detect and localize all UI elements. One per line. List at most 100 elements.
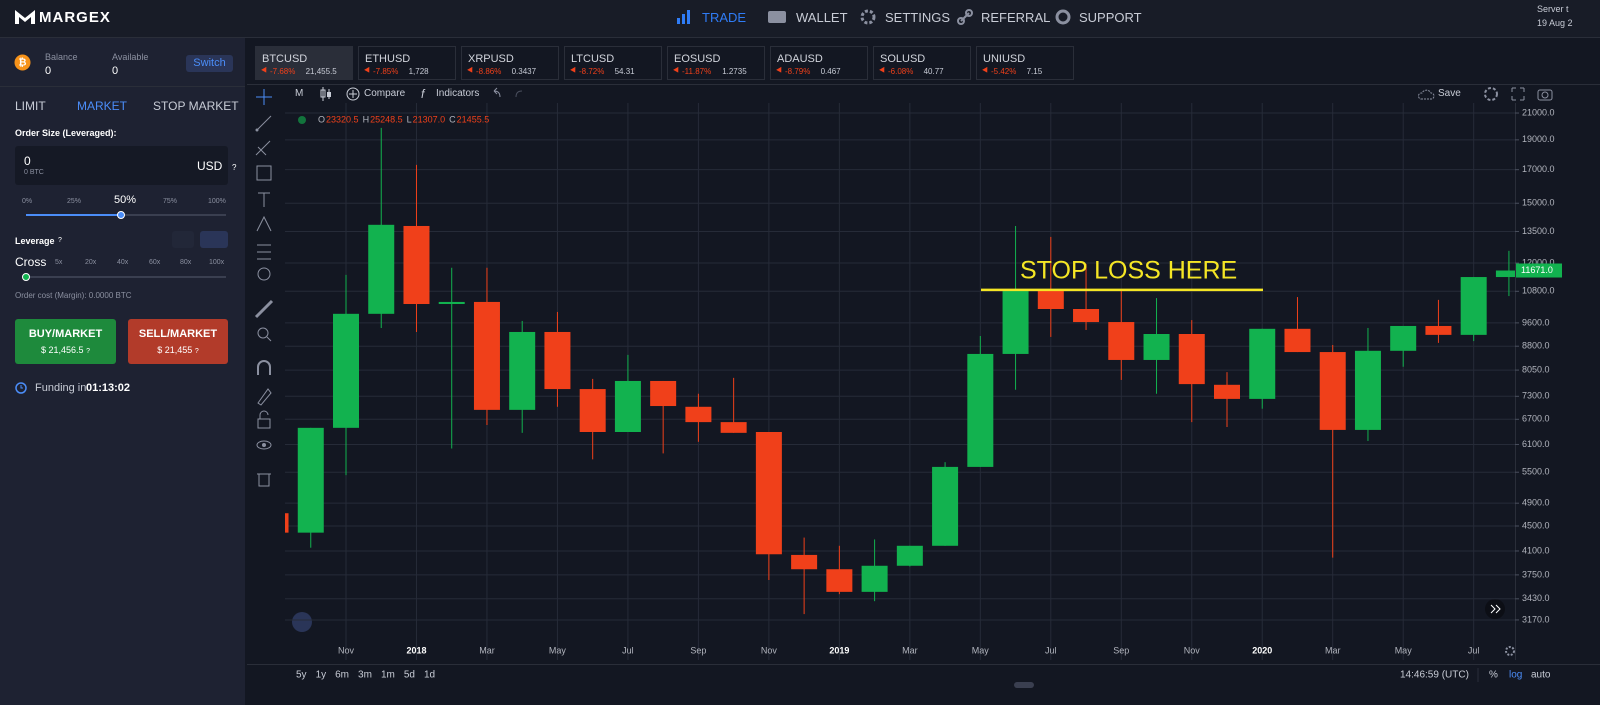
slider-mode-button[interactable]: [200, 231, 228, 248]
leverage-slider-track[interactable]: [26, 276, 226, 278]
ticker-price: 40.77: [923, 67, 944, 76]
leverage-mark[interactable]: Cross: [15, 255, 47, 269]
x-tick-label: Mar: [479, 645, 495, 655]
leverage-mark[interactable]: 60x: [149, 259, 161, 266]
leverage-mark[interactable]: 5x: [55, 259, 63, 266]
candle-body: [544, 331, 571, 390]
size-slider-fill: [26, 214, 121, 216]
y-tick-label: 10800.0: [1522, 286, 1555, 296]
range-button[interactable]: 5d: [404, 670, 415, 681]
tab-market[interactable]: MARKET: [77, 99, 128, 113]
order-size-btc: 0 BTC: [24, 169, 44, 176]
candle-body: [1425, 325, 1452, 335]
candle-body: [1178, 333, 1205, 385]
drawing-tools: [254, 89, 274, 487]
chart-actions[interactable]: [1482, 85, 1562, 103]
buy-button[interactable]: BUY/MARKET $ 21,456.5 ?: [15, 319, 116, 364]
tab-stop-market[interactable]: STOP MARKET: [153, 99, 239, 113]
auto-toggle[interactable]: auto: [1531, 670, 1551, 681]
size-mark[interactable]: 75%: [163, 198, 178, 205]
leverage-slider-knob[interactable]: [22, 273, 30, 281]
range-button[interactable]: 1d: [424, 670, 435, 681]
nav-support[interactable]: SUPPORT: [1079, 10, 1142, 25]
axis-settings[interactable]: [1505, 646, 1515, 656]
range-button[interactable]: 5y: [296, 670, 307, 681]
y-tick-label: 9600.0: [1522, 317, 1550, 327]
chart-type-icon[interactable]: [320, 86, 332, 102]
ticker[interactable]: UNIUSD -5.42% 7.15: [976, 46, 1074, 80]
ticker[interactable]: EOSUSD -11.87% 1.2735: [667, 46, 765, 80]
x-tick-label: Jul: [1468, 645, 1480, 655]
range-button[interactable]: 1y: [316, 670, 327, 681]
ticker[interactable]: LTCUSD -8.72% 54.31: [564, 46, 662, 80]
percent-toggle[interactable]: %: [1489, 670, 1498, 681]
y-tick-label: 8050.0: [1522, 364, 1550, 374]
ticker[interactable]: XRPUSD -8.86% 0.3437: [461, 46, 559, 80]
range-button[interactable]: 6m: [335, 670, 349, 681]
x-tick-label: Jul: [622, 645, 634, 655]
switch-button[interactable]: Switch: [186, 55, 233, 72]
order-size-input[interactable]: [15, 146, 228, 185]
size-mark[interactable]: 25%: [67, 198, 82, 205]
resize-handle[interactable]: [1014, 682, 1034, 688]
undo-redo[interactable]: [490, 87, 526, 101]
leverage-mark[interactable]: 100x: [209, 259, 225, 266]
y-tick-label: 3170.0: [1522, 614, 1550, 624]
ticker-price: 1.2735: [722, 67, 747, 76]
ticker-change: -7.85%: [373, 67, 399, 76]
ticker[interactable]: SOLUSD -6.08% 40.77: [873, 46, 971, 80]
x-tick-label: May: [549, 645, 567, 655]
nav-trade[interactable]: TRADE: [702, 10, 747, 25]
help-icon[interactable]: ?: [232, 163, 237, 172]
interval[interactable]: M: [295, 88, 304, 99]
size-slider-knob[interactable]: [117, 211, 125, 219]
last-price-tag: [1516, 263, 1562, 278]
save[interactable]: Save: [1438, 88, 1461, 99]
wallet-icon: [768, 11, 786, 23]
help-icon[interactable]: ?: [58, 237, 62, 244]
indicators[interactable]: Indicators: [436, 88, 480, 99]
x-tick-label: Sep: [690, 645, 706, 655]
ticker-arrow: [570, 66, 578, 75]
nav-settings[interactable]: SETTINGS: [885, 10, 951, 25]
tab-limit[interactable]: LIMIT: [15, 99, 46, 113]
ticker-change: -5.42%: [991, 67, 1017, 76]
x-tick-label: Sep: [1113, 645, 1129, 655]
y-tick-label: 15000.0: [1522, 198, 1555, 208]
ticker-symbol: UNIUSD: [983, 53, 1026, 65]
price-chart[interactable]: Nov 2018 Mar May Jul Sep Nov 2019 Mar May Jul Sep No…: [247, 85, 1600, 705]
candle-body: [826, 569, 853, 592]
ticker[interactable]: ETHUSD -7.85% 1,728: [358, 46, 456, 80]
size-slider-track[interactable]: [26, 214, 226, 216]
y-tick-label: 12000.0: [1522, 257, 1555, 267]
compare[interactable]: Compare: [364, 88, 406, 99]
size-mark[interactable]: 100%: [208, 198, 226, 205]
currency: USD: [197, 159, 223, 173]
sell-button[interactable]: SELL/MARKET $ 21,455 ?: [128, 319, 228, 364]
help-icon: ?: [194, 348, 199, 355]
range-button[interactable]: 3m: [358, 670, 372, 681]
leverage-mark[interactable]: 20x: [85, 259, 97, 266]
ticker[interactable]: ADAUSD -8.79% 0.467: [770, 46, 868, 80]
compare-icon[interactable]: [346, 87, 360, 101]
buy-label: BUY/MARKET: [28, 328, 103, 340]
size-mark[interactable]: 50%: [114, 194, 137, 206]
x-tick-label: 2019: [829, 645, 849, 655]
edit-button[interactable]: [172, 231, 194, 248]
y-tick-label: 3430.0: [1522, 593, 1550, 603]
sidebar: ₿ Balance 0 Available 0 Switch LIMIT MAR…: [0, 38, 245, 705]
leverage-mark[interactable]: 40x: [117, 259, 129, 266]
nav-referral[interactable]: REFERRAL: [981, 10, 1051, 25]
ticker[interactable]: BTCUSD -7.68% 21,455.5: [255, 46, 353, 80]
log-toggle[interactable]: log: [1509, 670, 1522, 681]
logo-badge: [292, 612, 312, 632]
leverage-mark[interactable]: 80x: [180, 259, 192, 266]
indicators-icon[interactable]: f: [419, 86, 433, 102]
nav-wallet[interactable]: WALLET: [796, 10, 848, 25]
clock: 14:46:59 (UTC): [1400, 670, 1469, 681]
ticker-symbol: ETHUSD: [365, 53, 411, 65]
ticker-arrow: [261, 66, 269, 75]
y-tick-label: 4100.0: [1522, 545, 1550, 555]
size-mark[interactable]: 0%: [22, 198, 33, 205]
range-button[interactable]: 1m: [381, 670, 395, 681]
